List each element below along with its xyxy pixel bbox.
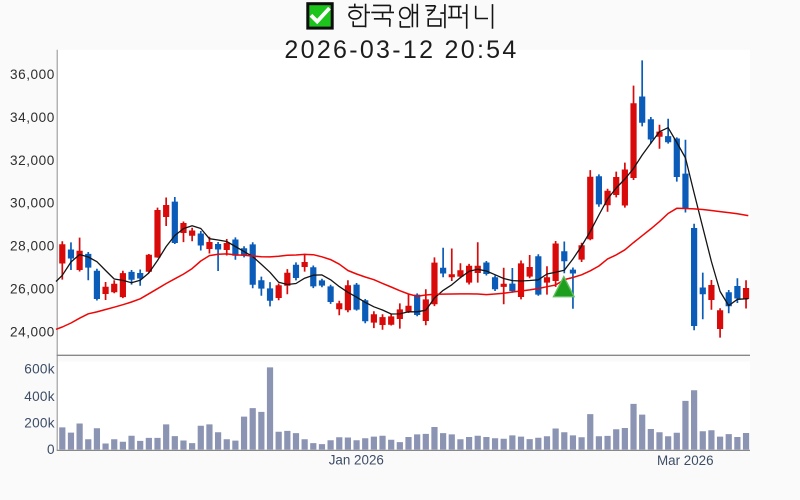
svg-text:24,000: 24,000	[10, 324, 55, 339]
svg-text:0: 0	[47, 442, 55, 457]
svg-text:32,000: 32,000	[10, 153, 55, 168]
svg-text:2026-03-12 20:54: 2026-03-12 20:54	[284, 36, 518, 64]
svg-text:34,000: 34,000	[10, 110, 55, 125]
svg-text:Mar 2026: Mar 2026	[657, 453, 714, 468]
svg-text:Jan 2026: Jan 2026	[329, 452, 384, 467]
svg-text:26,000: 26,000	[10, 281, 55, 296]
svg-text:400k: 400k	[24, 389, 55, 404]
svg-text:600k: 600k	[24, 361, 55, 376]
svg-text:28,000: 28,000	[10, 239, 55, 254]
svg-text:36,000: 36,000	[10, 67, 55, 82]
svg-text:200k: 200k	[24, 416, 55, 431]
svg-text:30,000: 30,000	[10, 196, 55, 211]
